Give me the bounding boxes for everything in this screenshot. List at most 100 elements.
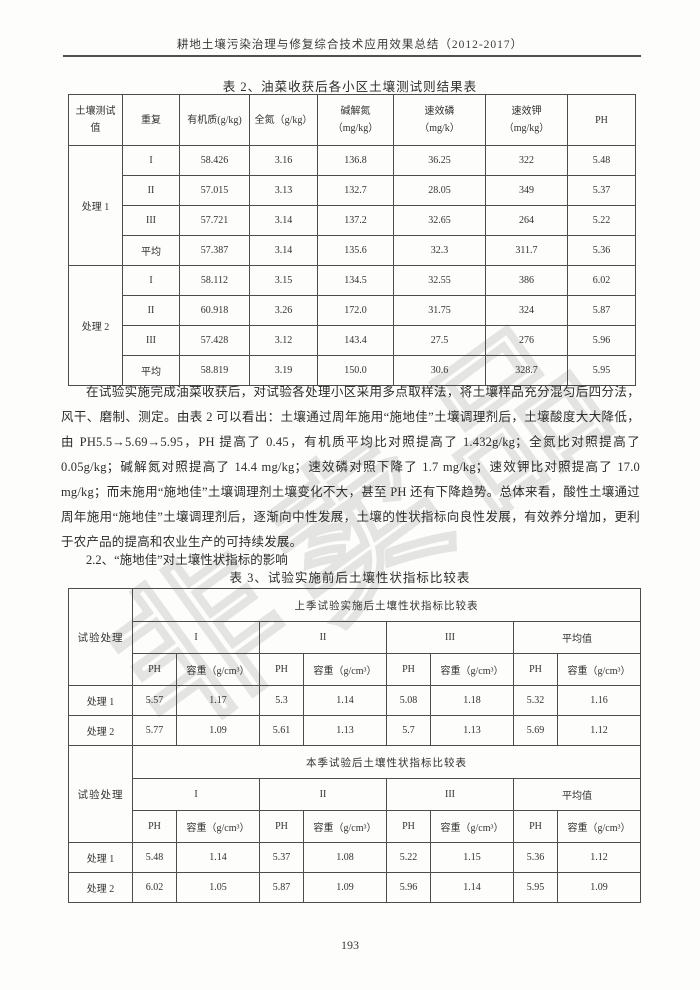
group-header: I <box>132 621 260 654</box>
running-header: 耕地土壤污染治理与修复综合技术应用效果总结（2012-2017） <box>176 39 524 51</box>
cell: 1.14 <box>176 842 260 873</box>
table-row: PH 容重（g/cm³） PH 容重（g/cm³） PH 容重（g/cm³） P… <box>69 653 641 686</box>
cell: 5.87 <box>259 872 304 903</box>
row-label: 处理 2 <box>68 872 133 903</box>
table-row: I II III 平均值 <box>69 778 641 811</box>
group-header: II <box>259 621 387 654</box>
cell: 60.918 <box>179 295 250 326</box>
cell: 1.09 <box>557 872 641 903</box>
table-row: II 57.015 3.13 132.7 28.05 349 5.37 <box>69 175 636 206</box>
cell: 322 <box>485 145 568 176</box>
sub-table-banner: 本季试验后土壤性状指标比较表 <box>132 745 641 779</box>
column-header: 土壤测试 值 <box>68 94 123 146</box>
cell: 1.13 <box>430 715 514 746</box>
cell: 5.08 <box>386 685 431 716</box>
cell: 5.37 <box>567 175 636 206</box>
cell: 57.721 <box>179 205 250 236</box>
cell: 3.15 <box>249 265 318 296</box>
cell: 5.36 <box>567 235 636 266</box>
column-header: PH <box>259 810 304 843</box>
cell: 349 <box>485 175 568 206</box>
page-number: 193 <box>341 938 359 952</box>
table-row: 处理 2 5.77 1.09 5.61 1.13 5.7 1.13 5.69 1… <box>68 715 641 746</box>
cell: 5.87 <box>567 295 636 326</box>
cell: 5.32 <box>513 685 558 716</box>
cell: 5.96 <box>386 872 431 903</box>
column-header: PH <box>386 810 431 843</box>
table-row: 处理 2 I 58.112 3.15 134.5 32.55 386 6.02 <box>68 265 636 386</box>
cell: 143.4 <box>317 325 394 356</box>
row-group-label: 处理 2 <box>68 265 123 386</box>
cell: 3.13 <box>249 175 318 206</box>
column-header: 速效钾 （mg/kg） <box>485 94 568 146</box>
group-header: II <box>259 778 387 811</box>
row-label: 处理 1 <box>68 685 133 716</box>
cell: 1.15 <box>430 842 514 873</box>
cell: 5.48 <box>132 842 177 873</box>
row-header: 试验处理 <box>68 588 133 686</box>
cell: III <box>122 205 180 236</box>
column-header: 有机质(g/kg) <box>179 94 250 146</box>
row-header: 试验处理 <box>68 745 133 843</box>
table-row: 处理 2 6.02 1.05 5.87 1.09 5.96 1.14 5.95 … <box>68 872 641 903</box>
cell: 328.7 <box>485 355 568 386</box>
cell: 31.75 <box>393 295 486 326</box>
cell: I <box>122 265 180 296</box>
cell: 135.6 <box>317 235 394 266</box>
cell: 30.6 <box>393 355 486 386</box>
cell: 5.22 <box>386 842 431 873</box>
cell: 3.19 <box>249 355 318 386</box>
cell: 5.36 <box>513 842 558 873</box>
table2-title: 表 2、油菜收获后各小区土壤测试则结果表 <box>222 80 478 94</box>
header-rule <box>63 55 641 57</box>
cell: II <box>122 175 180 206</box>
row-label: 处理 2 <box>68 715 133 746</box>
column-header: PH <box>513 653 558 686</box>
cell: 1.12 <box>557 715 641 746</box>
cell: 1.09 <box>303 872 387 903</box>
column-header: 容重（g/cm³） <box>176 810 260 843</box>
cell: 3.14 <box>249 205 318 236</box>
table-row: 处理 1 5.57 1.17 5.3 1.14 5.08 1.18 5.32 1… <box>68 685 641 716</box>
column-header: 全氮（g/kg） <box>249 94 318 146</box>
cell: 3.14 <box>249 235 318 266</box>
cell: 57.428 <box>179 325 250 356</box>
cell: 5.95 <box>513 872 558 903</box>
cell: 1.12 <box>557 842 641 873</box>
column-header: 容重（g/cm³） <box>557 810 641 843</box>
group-header: 平均值 <box>513 621 641 654</box>
column-header: PH <box>132 810 177 843</box>
column-header: 容重（g/cm³） <box>430 810 514 843</box>
column-header: 容重（g/cm³） <box>303 653 387 686</box>
cell: 32.55 <box>393 265 486 296</box>
table-row: III 57.428 3.12 143.4 27.5 276 5.96 <box>69 325 636 356</box>
column-header: PH <box>513 810 558 843</box>
cell: 5.48 <box>567 145 636 176</box>
column-header: 碱解氮 （mg/kg） <box>317 94 394 146</box>
cell: 3.12 <box>249 325 318 356</box>
column-header: 速效磷 （mg/k） <box>393 94 486 146</box>
cell: 5.69 <box>513 715 558 746</box>
group-header: III <box>386 621 514 654</box>
cell: 6.02 <box>132 872 177 903</box>
sub-table-banner: 上季试验实施后土壤性状指标比较表 <box>132 588 641 622</box>
cell: 1.13 <box>303 715 387 746</box>
cell: 6.02 <box>567 265 636 296</box>
section-heading-2-2: 2.2、“施地佳”对土壤性状指标的影响 <box>86 553 288 567</box>
cell: 3.26 <box>249 295 318 326</box>
cell: 1.08 <box>303 842 387 873</box>
cell: 150.0 <box>317 355 394 386</box>
cell: 57.387 <box>179 235 250 266</box>
cell: 58.112 <box>179 265 250 296</box>
table-row: 平均 57.387 3.14 135.6 32.3 311.7 5.36 <box>69 235 636 266</box>
cell: 311.7 <box>485 235 568 266</box>
cell: 58.426 <box>179 145 250 176</box>
table-2-soil-test-results: 土壤测试 值 重复 有机质(g/kg) 全氮（g/kg） 碱解氮 （mg/kg）… <box>68 94 636 386</box>
cell: I <box>122 145 180 176</box>
body-paragraph: 在试验实施完成油菜收获后，对试验各处理小区采用多点取样法，将土壤样品充分混匀后四… <box>61 385 640 549</box>
cell: 5.7 <box>386 715 431 746</box>
cell: 平均 <box>122 355 180 386</box>
cell: 57.015 <box>179 175 250 206</box>
cell: 172.0 <box>317 295 394 326</box>
